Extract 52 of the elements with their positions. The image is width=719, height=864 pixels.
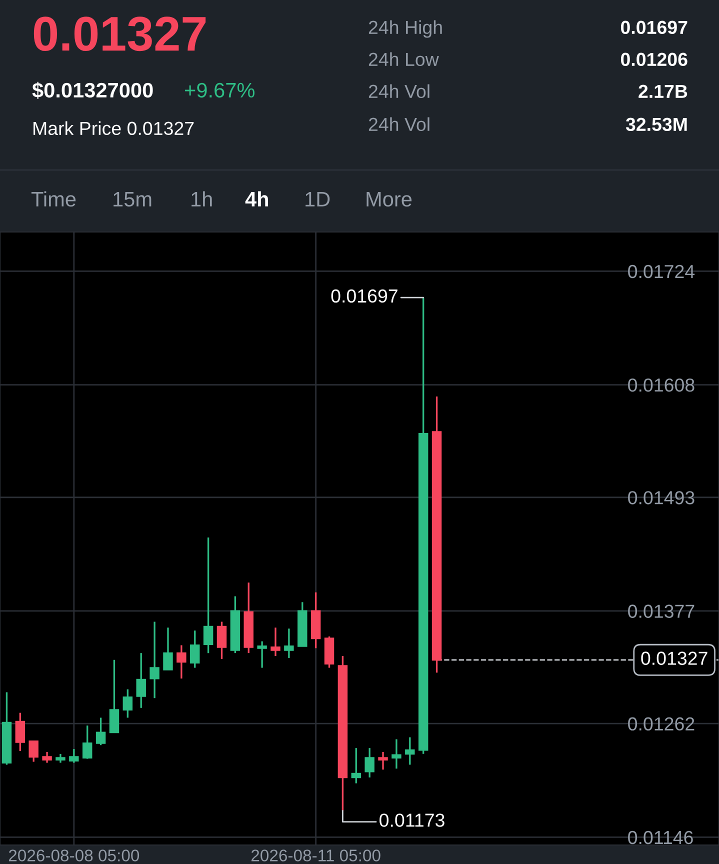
candlestick [190, 630, 200, 669]
ref-line-label: 0.01327 [641, 652, 708, 665]
candlestick [405, 736, 415, 766]
text: 2.17B [638, 84, 688, 98]
candlestick [122, 688, 133, 719]
y-tick-label: 0.01724 [628, 264, 695, 278]
text: 24h Vol [368, 117, 430, 132]
annotation: 0.01173 [380, 814, 444, 827]
y-tick-label: 0.01262 [628, 717, 694, 731]
candlestick [392, 738, 402, 770]
text: 0.01697 [620, 20, 688, 34]
candlestick [351, 747, 361, 784]
x-tick-label: 2026-08-08 05:00 [8, 850, 140, 862]
chart-title: 0.01327 [34, 16, 206, 52]
candlestick [28, 740, 38, 763]
text: 32.53M [626, 118, 687, 132]
text: $0.01327000 [32, 82, 153, 99]
candlestick [82, 724, 92, 760]
text: 1D [306, 192, 330, 206]
candlestick [257, 640, 267, 669]
candlestick [364, 747, 374, 778]
text: 4h [245, 191, 268, 206]
candlestick [15, 712, 26, 752]
text: Mark Price 0.01327 [34, 121, 194, 136]
candlestick [216, 620, 227, 660]
candlestick [96, 716, 106, 746]
text: 1h [192, 191, 212, 206]
candlestick [284, 628, 294, 659]
candlestick [176, 644, 186, 680]
candlestick [69, 748, 79, 764]
x-tick-label: 2026-08-11 05:00 [251, 850, 380, 862]
candlestick [136, 652, 146, 709]
text: 24h High [368, 20, 442, 38]
candlestick [109, 659, 120, 734]
y-tick-label: 0.01377 [628, 604, 694, 618]
candlestick [42, 751, 52, 764]
text: 0.01206 [620, 52, 688, 66]
annotation: 0.01697 [331, 289, 398, 303]
y-tick-label: 0.01146 [628, 830, 693, 844]
text: 15m [114, 192, 152, 207]
candlestick [203, 536, 214, 654]
text: 24h Vol [368, 84, 430, 98]
text: 24h Low [368, 52, 439, 66]
text: More [366, 192, 412, 207]
candlestick [378, 751, 388, 770]
y-tick-label: 0.01493 [628, 491, 694, 504]
candlestick [163, 626, 173, 671]
text: +9.67% [185, 82, 254, 98]
y-tick-label: 0.01608 [628, 378, 694, 392]
candlestick [270, 626, 280, 657]
candlestick [150, 620, 160, 699]
text: Time [31, 191, 76, 207]
